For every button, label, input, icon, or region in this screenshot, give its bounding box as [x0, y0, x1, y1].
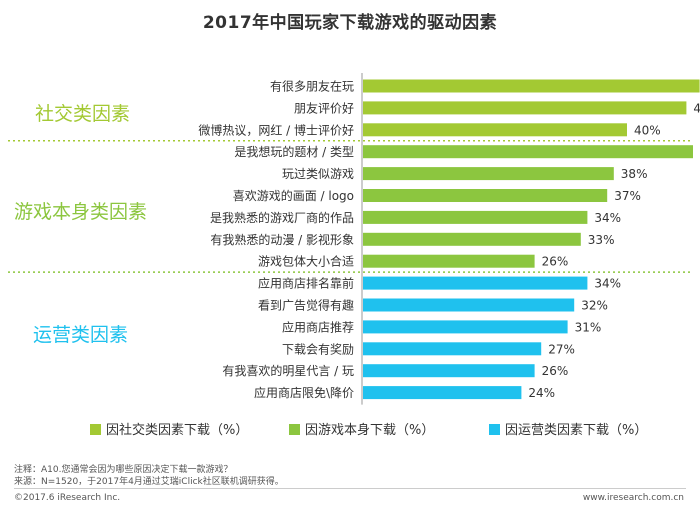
category-label: 有我熟悉的动漫 / 影视形象	[210, 232, 354, 247]
bar	[363, 364, 535, 378]
value-label: 37%	[614, 189, 641, 203]
category-label: 喜欢游戏的画面 / logo	[233, 188, 354, 203]
bar	[363, 79, 700, 93]
footer-divider	[14, 488, 686, 489]
legend-swatch	[489, 424, 500, 435]
category-label: 下载会有奖励	[282, 342, 354, 356]
value-label: 26%	[542, 255, 569, 269]
group-label: 社交类因素	[35, 103, 131, 125]
bar	[363, 342, 542, 356]
category-label: 是我想玩的题材 / 类型	[234, 144, 354, 159]
category-label: 玩过类似游戏	[282, 167, 354, 181]
footer-website: www.iresearch.com.cn	[582, 493, 684, 503]
bar	[363, 101, 687, 115]
category-label: 应用商店限免\降价	[254, 385, 354, 400]
bar	[363, 320, 568, 334]
value-label: 38%	[621, 167, 648, 181]
group-label: 游戏本身类因素	[14, 201, 148, 223]
category-label: 应用商店推荐	[282, 319, 354, 334]
legend-label: 因运营类因素下载（%）	[505, 423, 648, 438]
bar	[363, 298, 575, 312]
bar	[363, 386, 522, 400]
legend-label: 因社交类因素下载（%）	[106, 423, 249, 438]
category-label: 朋友评价好	[294, 101, 354, 115]
bar	[363, 189, 608, 202]
category-label: 应用商店排名靠前	[258, 276, 354, 291]
category-label: 看到广告觉得有趣	[258, 298, 354, 313]
bar	[363, 123, 627, 137]
note-question: 注释：A10.您通常会因为哪些原因决定下载一款游戏？	[14, 465, 233, 475]
note-source: 来源：N=1520，于2017年4月通过艾瑞iClick社区联机调研获得。	[14, 477, 284, 487]
value-label: 34%	[594, 211, 621, 225]
legend-item: 因运营类因素下载（%）	[489, 419, 647, 438]
value-label: 33%	[588, 233, 615, 247]
legend-label: 因游戏本身下载（%）	[305, 423, 435, 438]
legend-swatch	[289, 424, 300, 435]
value-label: 26%	[542, 364, 569, 378]
category-label: 微博热议，网红 / 博士评价好	[198, 122, 354, 137]
category-label: 游戏包体大小合适	[258, 254, 354, 269]
value-label: 24%	[528, 386, 555, 400]
bar	[363, 276, 588, 290]
value-label: 34%	[594, 277, 621, 291]
bar	[363, 145, 693, 159]
category-label: 有我喜欢的明星代言 / 玩	[222, 363, 354, 378]
legend-swatch	[90, 424, 101, 435]
bar	[363, 210, 588, 224]
value-label: 32%	[581, 299, 608, 313]
footer-copyright: ©2017.6 iResearch Inc.	[14, 493, 121, 503]
category-label: 是我熟悉的游戏厂商的作品	[210, 210, 354, 225]
value-label: 49%	[693, 101, 700, 115]
legend-item: 因游戏本身下载（%）	[289, 419, 434, 438]
value-label: 40%	[634, 123, 661, 137]
chart-title: 2017年中国玩家下载游戏的驱动因素	[202, 13, 498, 33]
value-label: 31%	[575, 320, 602, 334]
bar	[363, 167, 614, 181]
category-label: 有很多朋友在玩	[270, 80, 354, 94]
bar	[363, 254, 535, 268]
legend-item: 因社交类因素下载（%）	[90, 419, 248, 438]
group-label: 运营类因素	[33, 324, 129, 346]
value-label: 27%	[548, 342, 575, 356]
bar	[363, 232, 581, 246]
